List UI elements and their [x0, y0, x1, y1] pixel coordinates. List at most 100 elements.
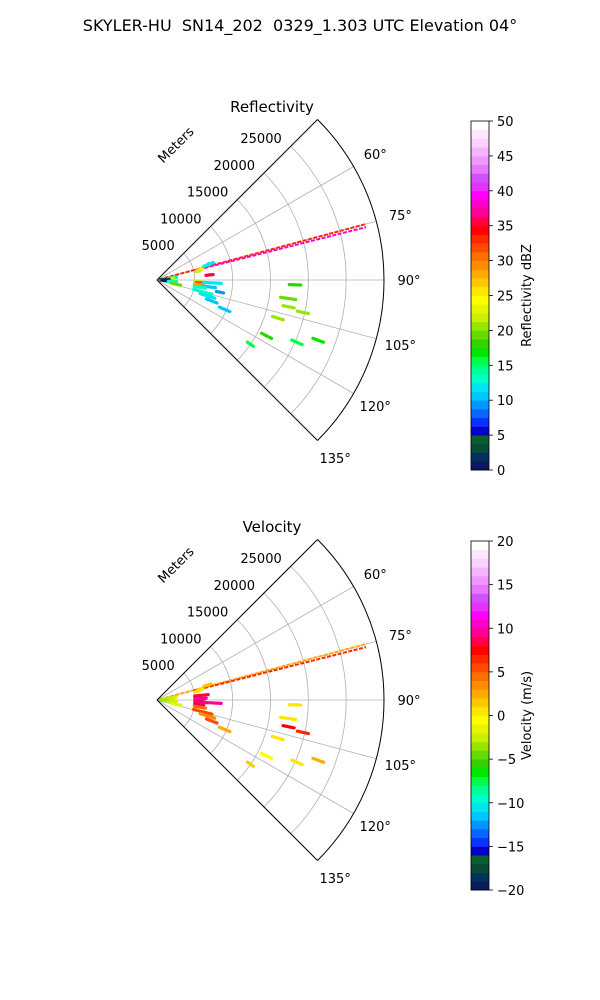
colorbar-swatch	[471, 881, 489, 891]
colorbar-swatch	[471, 549, 489, 559]
colorbar-swatch	[471, 855, 489, 865]
colorbar-swatch	[471, 584, 489, 594]
colorbar-tick-label: 5	[497, 429, 505, 444]
figure-title: SKYLER-HU SN14_202 0329_1.303 UTC Elevat…	[82, 16, 518, 35]
colorbar-swatch	[471, 216, 489, 227]
colorbar-swatch	[471, 750, 489, 760]
colorbar-swatch	[471, 452, 489, 462]
colorbar-swatch	[471, 121, 489, 131]
echo-cell	[279, 295, 298, 302]
colorbar-swatch	[471, 593, 489, 603]
colorbar-swatch	[471, 330, 489, 340]
panel-title: Velocity	[243, 518, 302, 536]
echo-cell	[192, 284, 208, 290]
echo-cell	[295, 309, 311, 316]
colorbar-swatch	[471, 155, 489, 166]
azimuth-gridline	[156, 166, 354, 281]
colorbar-swatch	[471, 426, 489, 436]
colorbar-tick-label: 25	[497, 290, 514, 305]
echo-cell	[279, 715, 298, 722]
colorbar-swatch	[471, 680, 489, 690]
colorbar-swatch	[471, 365, 489, 375]
range-tick-label: 20000	[214, 159, 255, 174]
echo-cell	[205, 260, 215, 266]
sector-edge-start	[156, 539, 318, 701]
angle-tick-label: 120°	[360, 400, 391, 415]
echo-cell	[217, 725, 232, 734]
colorbar-swatch	[471, 225, 489, 235]
colorbar-swatch	[471, 811, 489, 821]
azimuth-gridline	[156, 279, 377, 340]
angle-tick-label: 90°	[397, 274, 420, 289]
colorbar-swatch	[471, 820, 489, 830]
colorbar-swatch	[471, 260, 489, 270]
sector-edge-end	[156, 699, 318, 861]
range-tick-label: 5000	[142, 659, 175, 674]
colorbar-swatch	[471, 846, 489, 856]
colorbar-swatch	[471, 382, 489, 392]
azimuth-gridline	[156, 699, 354, 814]
echo-cell	[192, 287, 214, 296]
echo-cell	[311, 756, 326, 764]
colorbar-swatch	[471, 776, 489, 786]
colorbar-swatch	[471, 663, 489, 673]
radar-echoes	[158, 643, 367, 769]
echo-cell	[290, 758, 304, 767]
colorbar-swatch	[471, 706, 489, 716]
echo-cell	[193, 693, 210, 698]
colorbar-tick-label: 20	[497, 324, 514, 339]
echo-cell	[281, 724, 296, 730]
colorbar: 0 5 10 15 20 25 30 35 40 45 50 Reflectivity dBZ	[470, 115, 535, 479]
colorbar-label: Velocity (m/s)	[520, 671, 535, 760]
colorbar-swatch	[471, 610, 489, 620]
range-tick-label: 25000	[240, 132, 281, 147]
echo-cell	[259, 751, 274, 760]
echo-cell	[192, 704, 208, 710]
colorbar-swatch	[471, 435, 489, 445]
echo-line	[158, 643, 366, 701]
azimuth-gridline	[156, 279, 354, 394]
colorbar-swatch	[471, 575, 489, 586]
colorbar-tick-label: 40	[497, 185, 514, 200]
echo-cell	[281, 304, 296, 310]
colorbar-swatch	[471, 724, 489, 734]
echo-line	[158, 223, 366, 281]
colorbar-tick-label: 30	[497, 255, 514, 270]
colorbar-swatch	[471, 732, 489, 743]
colorbar-swatch	[471, 759, 489, 769]
colorbar-swatch	[471, 164, 489, 174]
colorbar-swatch	[471, 339, 489, 349]
echo-cell	[202, 280, 223, 285]
colorbar-swatch	[471, 837, 489, 847]
colorbar-swatch	[471, 400, 489, 410]
range-axis-label: Meters	[156, 124, 198, 166]
angle-tick-label: 60°	[364, 568, 387, 583]
colorbar-tick-label: −10	[497, 797, 524, 812]
angle-tick-label: 120°	[360, 820, 391, 835]
colorbar-swatch	[471, 190, 489, 200]
colorbar-swatch	[471, 295, 489, 305]
echo-cell	[193, 702, 206, 707]
echo-cell	[202, 700, 223, 705]
echo-cell	[270, 734, 285, 742]
colorbar-tick-label: 45	[497, 150, 514, 165]
colorbar-swatch	[471, 802, 489, 812]
colorbar-label: Reflectivity dBZ	[520, 244, 535, 347]
colorbar-swatch	[471, 347, 489, 357]
colorbar-swatch	[471, 173, 489, 183]
echo-cell	[214, 289, 226, 295]
colorbar-swatch	[471, 182, 489, 192]
echo-cell	[270, 314, 285, 322]
colorbar-swatch	[471, 863, 489, 873]
colorbar-swatch	[471, 628, 489, 638]
angle-tick-label: 105°	[385, 759, 416, 774]
range-tick-label: 10000	[160, 212, 201, 227]
colorbar-swatch	[471, 269, 489, 279]
angle-tick-label: 135°	[320, 452, 351, 467]
colorbar-swatch	[471, 567, 489, 577]
echo-cell	[245, 760, 256, 769]
colorbar-swatch	[471, 243, 489, 253]
echo-cell	[193, 689, 202, 694]
sector-edge-end	[156, 279, 318, 441]
